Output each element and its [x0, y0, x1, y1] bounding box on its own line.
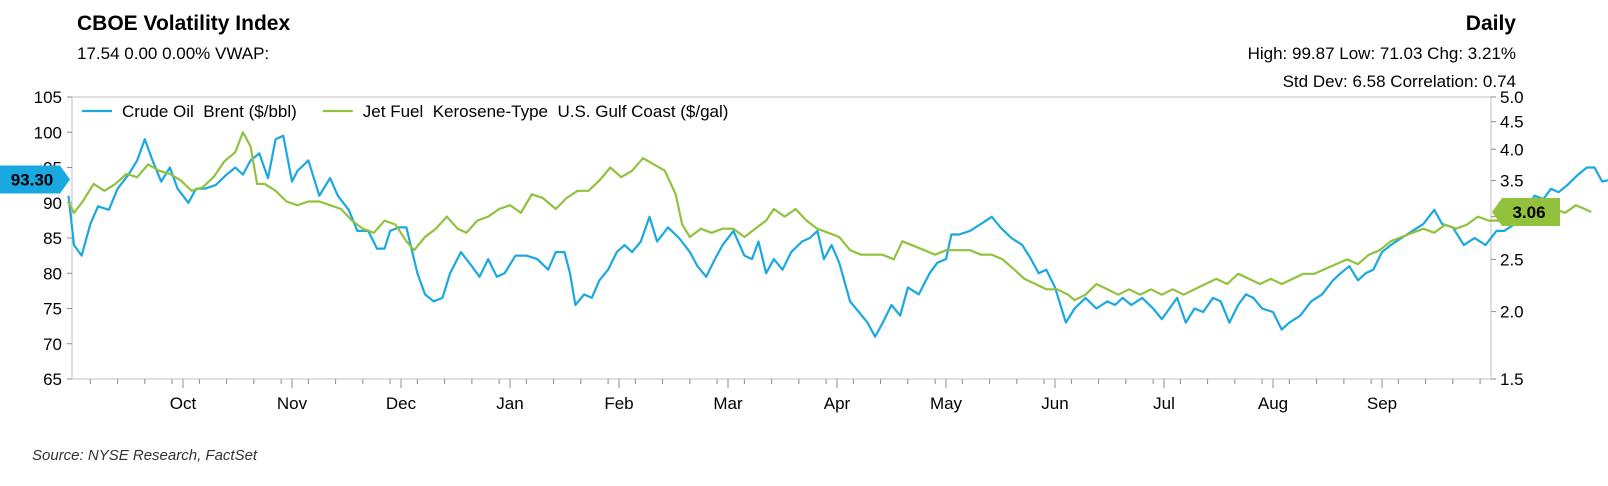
x-tick-label: Aug — [1258, 394, 1288, 413]
last-value-tag-left — [0, 165, 70, 194]
quote-line: 17.54 0.00 0.00% VWAP: — [77, 44, 270, 63]
series-line-brent — [67, 134, 1608, 338]
y-left-tick-label: 105 — [34, 88, 62, 107]
y-right-tick-label: 1.5 — [1500, 370, 1524, 389]
y-left-tick-label: 90 — [43, 194, 62, 213]
x-tick-label: Oct — [170, 394, 197, 413]
stats-high-low-change: High: 99.87 Low: 71.03 Chg: 3.21% — [1247, 44, 1516, 63]
y-left-tick-label: 70 — [43, 335, 62, 354]
x-tick-label: Sep — [1367, 394, 1397, 413]
y-right-tick-label: 5.0 — [1500, 88, 1524, 107]
y-left-tick-label: 75 — [43, 300, 62, 319]
y-right-tick-label: 4.5 — [1500, 113, 1524, 132]
x-tick-label: Feb — [604, 394, 633, 413]
y-left-tick-label: 80 — [43, 264, 62, 283]
y-left-tick-label: 65 — [43, 370, 62, 389]
y-right-tick-label: 4.0 — [1500, 140, 1524, 159]
series-line-jet-fuel — [67, 131, 1592, 302]
x-tick-label: May — [930, 394, 963, 413]
frequency-label: Daily — [1465, 12, 1516, 35]
y-left-tick-label: 85 — [43, 229, 62, 248]
x-tick-label: Nov — [277, 394, 308, 413]
y-right-tick-label: 2.0 — [1500, 303, 1524, 322]
y-right-tick-label: 2.5 — [1500, 250, 1524, 269]
x-tick-label: Jun — [1041, 394, 1068, 413]
x-tick-label: Mar — [713, 394, 743, 413]
x-tick-label: Jan — [496, 394, 523, 413]
y-left-tick-label: 100 — [34, 123, 62, 142]
legend-label-jet-fuel: Jet Fuel Kerosene-Type U.S. Gulf Coast (… — [363, 102, 729, 121]
stats-stddev-correlation: Std Dev: 6.58 Correlation: 0.74 — [1282, 72, 1516, 91]
y-right-tick-label: 3.5 — [1500, 172, 1524, 191]
chart-title: CBOE Volatility Index — [77, 12, 291, 35]
x-tick-label: Apr — [824, 394, 851, 413]
last-value-tag-right — [1492, 198, 1560, 227]
x-tick-label: Jul — [1153, 394, 1175, 413]
x-tick-label: Dec — [386, 394, 417, 413]
last-value-label-right: 3.06 — [1512, 203, 1545, 222]
last-value-label-left: 93.30 — [11, 170, 54, 189]
legend-label-brent: Crude Oil Brent ($/bbl) — [122, 102, 297, 121]
source-note: Source: NYSE Research, FactSet — [32, 447, 258, 464]
